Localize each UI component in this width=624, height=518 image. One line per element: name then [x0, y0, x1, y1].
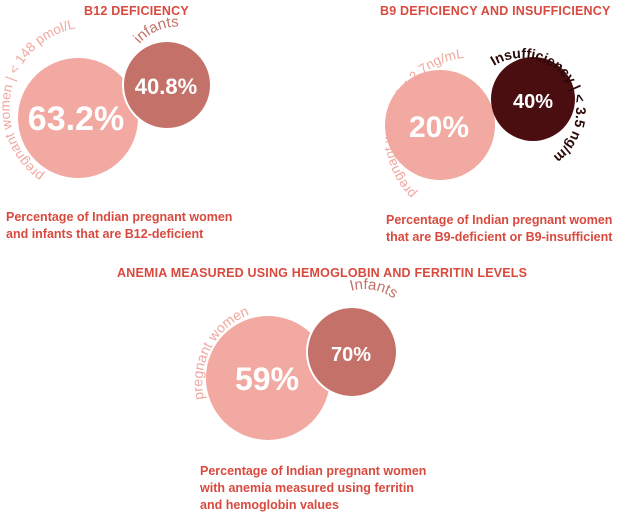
svg-text:Infants: Infants — [348, 276, 401, 302]
caption-b12-line-1: Percentage of Indian pregnant women — [6, 210, 233, 224]
bubble-anemia-infants — [306, 306, 398, 398]
bubble-b9-insufficiency — [491, 57, 575, 141]
bubble-chart-anemia: 59% 70% pregnant women Infants — [189, 276, 401, 440]
bubble-b12-infants — [122, 40, 212, 130]
caption-b12-line-2: and infants that are B12-deficient — [6, 227, 204, 241]
caption-anemia: Percentage of Indian pregnant women with… — [200, 463, 426, 514]
caption-b9-line-1: Percentage of Indian pregnant women — [386, 213, 613, 227]
value-label-anemia-infants: 70% — [331, 344, 371, 366]
value-label-b12-infants: 40.8% — [135, 74, 197, 99]
value-label-b12-women: 63.2% — [28, 100, 124, 138]
bubble-b12-pregnant-women — [18, 58, 138, 178]
caption-b9: Percentage of Indian pregnant women that… — [386, 212, 612, 246]
value-label-b9-women: 20% — [409, 111, 469, 144]
bubble-anemia-pregnant-women — [206, 316, 330, 440]
value-label-anemia-women: 59% — [235, 361, 299, 397]
chart-title-b9: B9 DEFICIENCY AND INSUFFICIENCY — [380, 4, 611, 18]
caption-anemia-line-1: Percentage of Indian pregnant women — [200, 464, 427, 478]
caption-anemia-line-2: with anemia measured using ferritin — [200, 481, 414, 495]
chart-title-b12: B12 DEFICIENCY — [84, 4, 189, 18]
chart-title-anemia: ANEMIA MEASURED USING HEMOGLOBIN AND FER… — [117, 266, 528, 280]
bubble-b9-pregnant-women — [385, 70, 495, 180]
value-label-b9-insufficiency: 40% — [513, 91, 553, 113]
caption-anemia-line-3: and hemoglobin values — [200, 498, 339, 512]
caption-b12: Percentage of Indian pregnant women and … — [6, 209, 232, 243]
series-label-anemia-infants: Infants — [348, 276, 401, 302]
bubble-chart-b12: 63.2% 40.8% pregnant women | < 148 pmol/… — [0, 13, 212, 184]
caption-b9-line-2: that are B9-deficient or B9-insufficient — [386, 230, 613, 244]
